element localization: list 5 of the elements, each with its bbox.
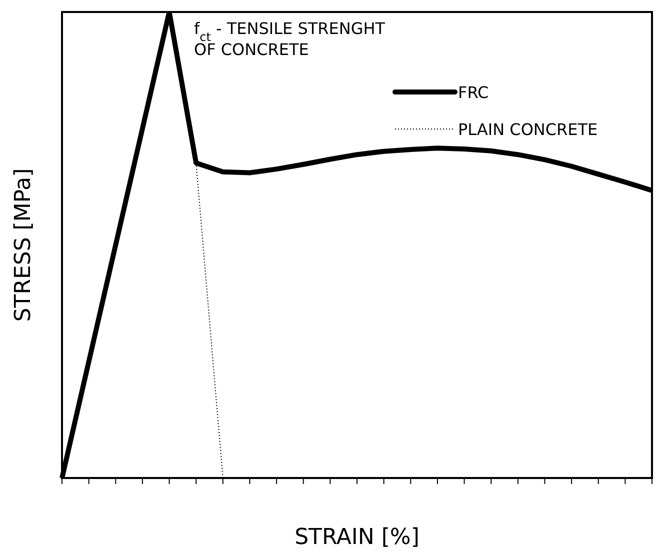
legend-label: PLAIN CONCRETE: [458, 120, 598, 139]
y-axis-title: STRESS [MPa]: [11, 168, 36, 322]
annotation: f$_{ct}$ - TENSILE STRENGHT OF CONCRETE: [194, 19, 386, 59]
x-axis-title: STRAIN [%]: [294, 525, 420, 550]
legend-label: FRC: [458, 83, 489, 102]
